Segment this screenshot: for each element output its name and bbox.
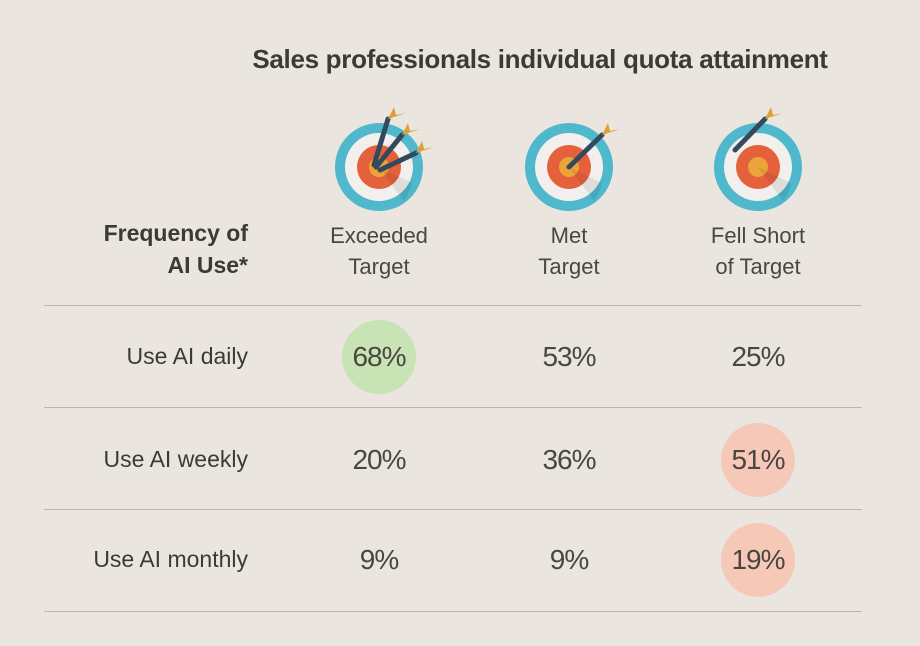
row-divider (44, 509, 862, 510)
row-header-line1: Frequency of (103, 220, 248, 246)
row-label: Use AI daily (126, 343, 248, 369)
row-label: Use AI monthly (93, 546, 248, 572)
column-header-line2: of Target (715, 254, 801, 279)
column-header-line1: Met (550, 223, 588, 248)
row-divider (44, 611, 862, 612)
table-cell-value: 68% (342, 320, 416, 394)
row-header: Frequency of AI Use* (28, 217, 248, 281)
chart-title: Sales professionals individual quota att… (252, 44, 828, 74)
row-label: Use AI weekly (103, 446, 248, 472)
row-divider (44, 305, 862, 306)
target-missed-arrow-icon (713, 105, 823, 215)
column-header: Met Target (484, 220, 654, 282)
table-cell-value: 25% (731, 341, 785, 372)
table-cell-value: 51% (721, 423, 795, 497)
table-cell-value: 53% (542, 341, 596, 372)
row-divider (44, 407, 862, 408)
column-header-line1: Fell Short (710, 223, 806, 248)
target-bullseye-arrow-icon (524, 105, 634, 215)
target-three-arrows-icon (334, 105, 444, 215)
column-header: Exceeded Target (294, 220, 464, 282)
column-header-line2: Target (538, 254, 600, 279)
table-cell-value: 20% (352, 444, 406, 475)
table-cell-value: 9% (359, 544, 399, 575)
row-header-line2: AI Use* (167, 252, 248, 278)
table-cell-value: 19% (721, 523, 795, 597)
column-header: Fell Short of Target (673, 220, 843, 282)
table-cell-value: 9% (549, 544, 589, 575)
table-cell-value: 36% (542, 444, 596, 475)
column-header-line1: Exceeded (330, 223, 428, 248)
column-header-line2: Target (348, 254, 410, 279)
